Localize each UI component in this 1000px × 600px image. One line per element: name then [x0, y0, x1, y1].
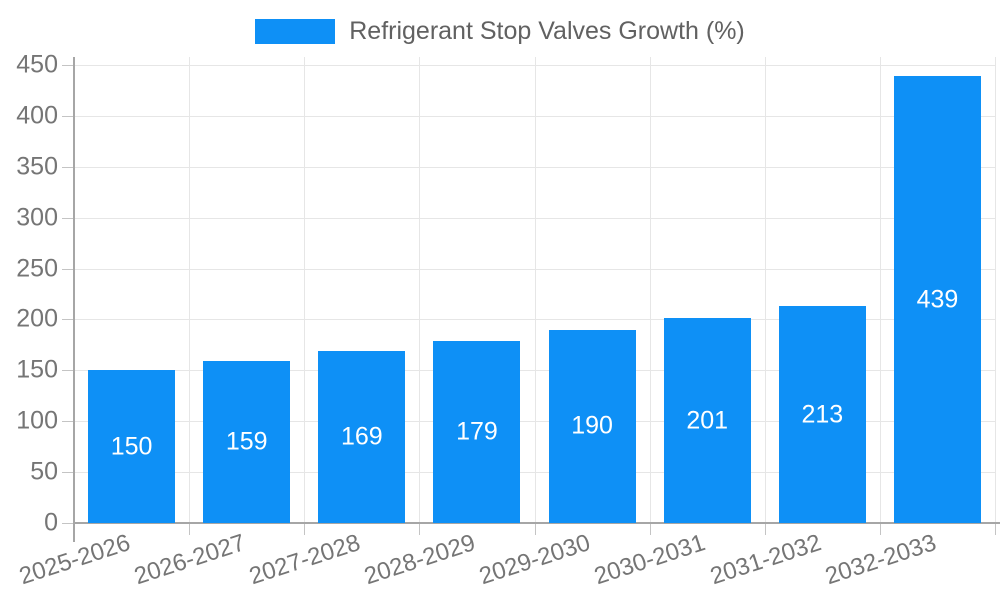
legend-item[interactable]: Refrigerant Stop Valves Growth (%) — [0, 17, 1000, 45]
y-axis-tick-label: 300 — [16, 203, 58, 232]
x-gridline — [765, 57, 766, 523]
x-axis-tick — [880, 523, 881, 535]
bar-2025-2026[interactable] — [88, 370, 176, 523]
x-gridline — [995, 57, 996, 523]
y-axis-tick-label: 50 — [30, 457, 58, 486]
y-axis-tick — [62, 167, 74, 168]
x-axis-tick-label: 2028-2029 — [361, 529, 479, 591]
x-axis-tick — [995, 523, 996, 535]
y-axis-tick-label: 400 — [16, 101, 58, 130]
bar-2027-2028[interactable] — [318, 350, 406, 523]
x-axis-tick-label: 2031-2032 — [706, 529, 825, 591]
bar-2031-2032[interactable] — [778, 306, 866, 523]
y-gridline — [74, 472, 995, 473]
x-axis-line — [73, 522, 1000, 524]
x-axis-tick — [535, 523, 536, 535]
y-axis-tick-label: 200 — [16, 304, 58, 333]
x-gridline — [880, 57, 881, 523]
y-axis-tick — [62, 65, 74, 66]
x-gridline — [650, 57, 651, 523]
y-gridline — [74, 65, 995, 66]
x-axis-tick — [189, 523, 190, 535]
y-axis-line — [73, 57, 75, 542]
y-axis-tick — [62, 218, 74, 219]
bar-2026-2027[interactable] — [203, 361, 291, 523]
y-axis-tick — [62, 370, 74, 371]
y-gridline — [74, 319, 995, 320]
x-axis-tick-label: 2026-2027 — [130, 529, 249, 591]
bar-2028-2029[interactable] — [433, 340, 521, 523]
x-axis-tick — [419, 523, 420, 535]
x-axis-tick-label: 2032-2033 — [821, 529, 940, 591]
y-axis-tick-label: 0 — [44, 508, 58, 537]
bar-2032-2033[interactable] — [893, 76, 981, 523]
x-axis-tick — [765, 523, 766, 535]
bar-2029-2030[interactable] — [548, 329, 636, 523]
y-axis-tick — [62, 319, 74, 320]
x-axis-tick-label: 2027-2028 — [246, 529, 364, 591]
y-axis-tick-label: 100 — [16, 406, 58, 435]
y-axis-tick — [62, 523, 74, 524]
y-axis-tick-label: 150 — [16, 355, 58, 384]
y-axis-tick — [62, 116, 74, 117]
y-gridline — [74, 167, 995, 168]
x-gridline — [304, 57, 305, 523]
y-gridline — [74, 269, 995, 270]
y-axis-tick — [62, 421, 74, 422]
x-axis-tick-label: 2029-2030 — [476, 529, 594, 591]
y-axis-tick-label: 250 — [16, 254, 58, 283]
y-axis-tick — [62, 269, 74, 270]
y-axis-tick — [62, 472, 74, 473]
y-gridline — [74, 370, 995, 371]
y-axis-tick-label: 450 — [16, 50, 58, 79]
legend-label: Refrigerant Stop Valves Growth (%) — [349, 17, 745, 45]
bar-2030-2031[interactable] — [663, 318, 751, 523]
y-gridline — [74, 421, 995, 422]
x-axis-tick — [650, 523, 651, 535]
y-gridline — [74, 218, 995, 219]
x-axis-tick — [304, 523, 305, 535]
x-gridline — [419, 57, 420, 523]
x-axis-tick-label: 2030-2031 — [591, 529, 709, 591]
x-gridline — [535, 57, 536, 523]
x-gridline — [189, 57, 190, 523]
legend-swatch — [255, 18, 336, 44]
y-axis-tick-label: 350 — [16, 152, 58, 181]
y-gridline — [74, 116, 995, 117]
